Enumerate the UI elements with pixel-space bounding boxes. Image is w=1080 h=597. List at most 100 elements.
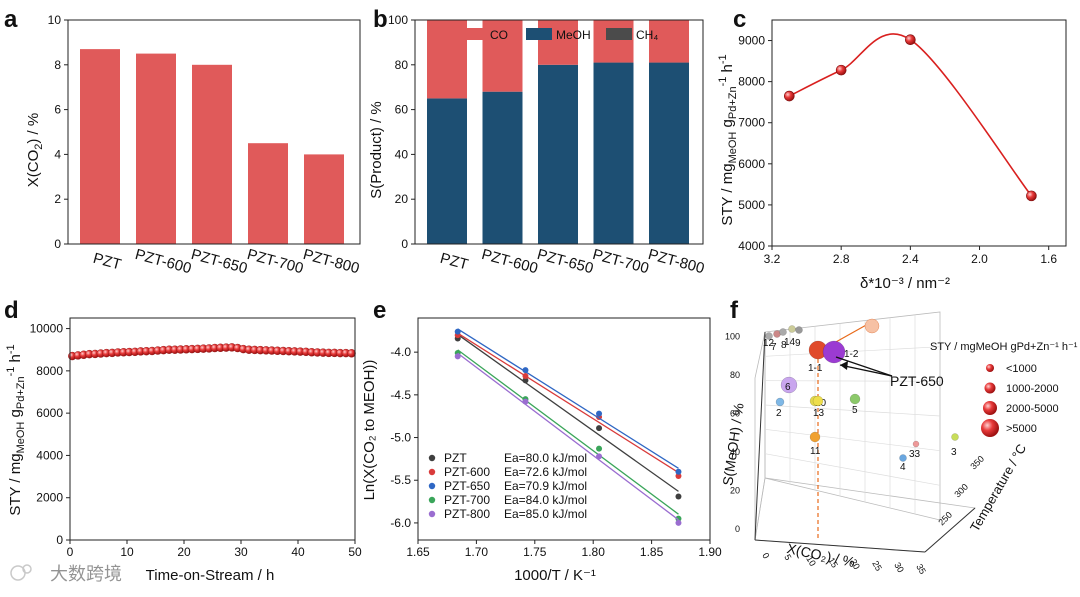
b-ytick-label: 100: [388, 13, 408, 27]
d-ytick-label: 10000: [30, 322, 64, 336]
f-point-label: 4: [900, 462, 906, 473]
f-point: [951, 433, 959, 441]
f-point: [809, 431, 821, 443]
c-ytick-label: 8000: [738, 75, 765, 89]
e-legend-name: PZT: [444, 451, 467, 465]
d-ytick-label: 8000: [36, 364, 63, 378]
f-ytick-label: 20: [730, 486, 740, 496]
panel-d-xlabel: Time-on-Stream / h: [146, 567, 275, 584]
f-legend-label: >5000: [1006, 423, 1037, 435]
f-grid-line: [764, 404, 941, 417]
f-legend-ball: [981, 419, 999, 437]
d-xtick-label: 50: [348, 545, 362, 559]
c-point: [905, 34, 916, 46]
b-bar-meoh: [482, 91, 523, 245]
c-ytick-label: 9000: [738, 34, 765, 48]
c-point: [783, 90, 795, 102]
f-point-label: 3: [951, 447, 957, 458]
legend-ch4: CH₄: [636, 28, 658, 42]
e-point: [596, 410, 603, 417]
f-point-label: 1-2: [844, 349, 859, 360]
f-legend-label: 1000-2000: [1006, 383, 1059, 395]
f-point-label: 6: [785, 382, 791, 393]
d-xtick-label: 30: [234, 545, 248, 559]
legend-swatch-ch4: [606, 28, 632, 40]
b-bar-meoh: [593, 62, 634, 245]
e-point: [675, 519, 682, 526]
e-legend-ea: Ea=70.9 kJ/mol: [504, 479, 587, 493]
d-ytick-label: 0: [56, 533, 63, 547]
e-legend-marker: [428, 482, 436, 490]
b-bar-meoh: [649, 62, 689, 245]
f-xtick-label: 10: [804, 554, 818, 568]
e-point: [675, 468, 682, 475]
e-ytick-label: -5.0: [390, 431, 411, 445]
f-point: [899, 454, 907, 462]
e-point: [522, 373, 529, 380]
panel-b-label: b: [373, 6, 388, 33]
d-ytick-label: 6000: [36, 406, 63, 420]
panel-a-frame: [67, 19, 361, 245]
f-point-label: 5: [852, 405, 858, 416]
c-series-line: [788, 33, 1033, 197]
e-point: [454, 353, 461, 360]
f-xtick-label: 30: [892, 561, 906, 575]
e-fit-line: [457, 349, 679, 515]
f-point: [795, 326, 803, 334]
c-xtick-label: 3.2: [764, 252, 781, 266]
e-point: [675, 515, 682, 522]
a-bar: [248, 143, 288, 244]
e-point: [596, 425, 603, 432]
panel-c: c STY / mgMeOH gPd+Zn-1 h-1 δ*10⁻³ / nm⁻…: [717, 6, 1067, 292]
a-bar: [136, 53, 176, 244]
f-ytick-label: 80: [730, 370, 740, 380]
f-x-axis: [754, 539, 926, 553]
f-ztick-label: 300: [952, 482, 970, 500]
f-grid-line: [764, 453, 941, 486]
f-point: [765, 332, 773, 340]
f-point: [779, 328, 787, 336]
e-point: [675, 472, 682, 479]
f-legend-label: 2000-5000: [1006, 403, 1059, 415]
a-xtick-label: PZT: [91, 250, 123, 274]
legend-meoh: MeOH: [556, 28, 591, 42]
e-fit-line: [457, 352, 679, 521]
c-ytick-label: 5000: [738, 198, 765, 212]
c-ytick-label: 6000: [738, 157, 765, 171]
f-legend-ball: [983, 401, 997, 415]
b-bar-co: [593, 20, 634, 63]
d-point: [347, 349, 356, 358]
f-xtick-label: 5: [782, 553, 793, 562]
b-bar-co: [538, 20, 578, 65]
c-ytick-label: 7000: [738, 116, 765, 130]
panel-c-xlabel: δ*10⁻³ / nm⁻²: [860, 275, 950, 292]
panel-b-legend: CO MeOH CH₄: [460, 28, 658, 42]
d-xtick-label: 40: [291, 545, 305, 559]
watermark-logo-dot-icon: [22, 564, 32, 574]
f-y-axis: [754, 331, 766, 541]
d-xtick-label: 10: [120, 545, 134, 559]
panel-d-ylabel: STY / mgMeOH gPd+Zn-1 h-1: [5, 344, 27, 515]
a-ytick-label: 8: [54, 58, 61, 72]
e-ytick-label: -4.5: [390, 388, 411, 402]
c-xtick-label: 2.4: [902, 252, 919, 266]
e-point: [596, 453, 603, 460]
watermark-text: 大数跨境: [50, 564, 122, 584]
e-legend-ea: Ea=72.6 kJ/mol: [504, 465, 587, 479]
a-ytick-label: 6: [54, 103, 61, 117]
legend-swatch-co: [460, 28, 486, 40]
e-point: [675, 493, 682, 500]
e-point: [522, 398, 529, 405]
f-ytick-label: 40: [730, 447, 740, 457]
e-legend-name: PZT-700: [444, 493, 490, 507]
panel-c-ylabel: STY / mgMeOH gPd+Zn-1 h-1: [717, 54, 739, 225]
e-point: [596, 445, 603, 452]
b-ytick-label: 60: [395, 103, 409, 117]
e-legend-name: PZT-600: [444, 465, 490, 479]
e-legend-marker: [428, 454, 436, 462]
f-xtick-label: 35: [914, 562, 928, 576]
e-xtick-label: 1.90: [698, 545, 722, 559]
